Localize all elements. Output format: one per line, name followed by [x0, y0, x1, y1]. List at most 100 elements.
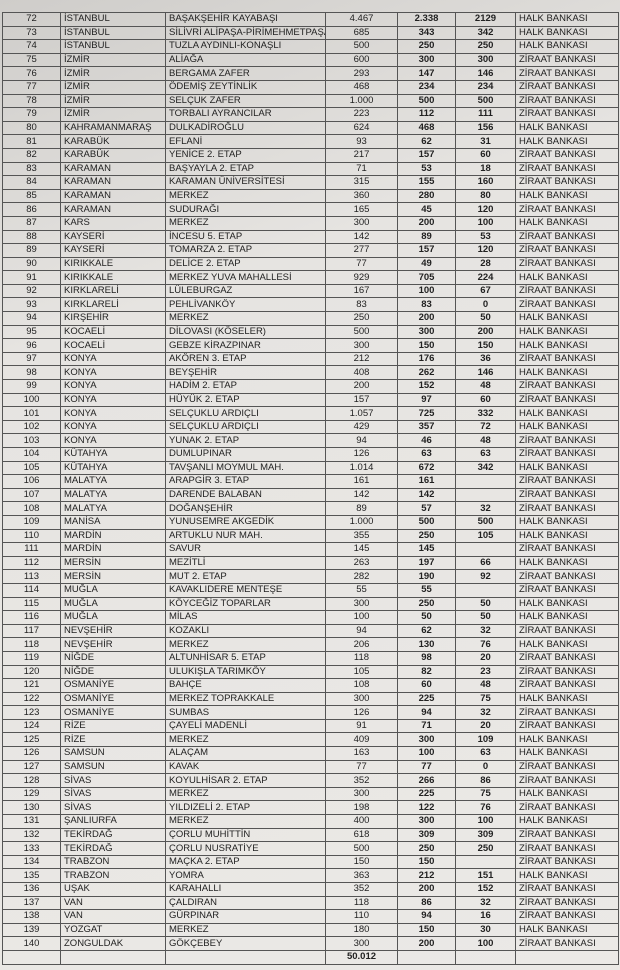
units-a: 725 — [397, 406, 456, 421]
units-b: 100 — [455, 814, 516, 829]
total-units: 500 — [325, 39, 398, 54]
province: KIRKLARELİ — [60, 283, 166, 299]
province: MUĞLA — [60, 582, 166, 598]
units-b: 234 — [455, 79, 516, 95]
units-b: 160 — [455, 175, 516, 190]
bank: ZİRAAT BANKASI — [515, 379, 619, 394]
row-number: 116 — [2, 610, 61, 625]
table-row: 108 MALATYA DOĞANŞEHİR 89 57 32 ZİRAAT BANKASI — [2, 501, 619, 516]
row-number: 102 — [2, 419, 61, 435]
row-number: 91 — [2, 270, 61, 285]
row-number: 78 — [2, 93, 61, 109]
row-number: 106 — [2, 474, 61, 489]
table-row: 112 MERSİN MEZİTLİ 263 197 66 HALK BANKASI — [2, 555, 619, 571]
total-units: 108 — [325, 678, 398, 693]
units-b: 72 — [455, 419, 516, 435]
total-units: 150 — [325, 854, 398, 870]
row-number: 113 — [2, 569, 61, 584]
bank: ZİRAAT BANKASI — [515, 854, 619, 870]
project-name: SAVUR — [165, 542, 326, 557]
units-a: 157 — [397, 243, 456, 258]
units-a: 250 — [397, 39, 456, 54]
units-a: 197 — [397, 555, 456, 571]
units-a: 63 — [397, 447, 456, 462]
row-number: 111 — [2, 542, 61, 557]
units-a: 55 — [397, 582, 456, 598]
table-row: 74 İSTANBUL TUZLA AYDINLI-KONAŞLI 500 250 250… — [2, 39, 619, 54]
province: MANİSA — [60, 514, 166, 530]
row-number: 130 — [2, 800, 61, 816]
bank: HALK BANKASI — [515, 528, 619, 544]
table-row: 104 KÜTAHYA DUMLUPINAR 126 63 63 ZİRAAT BANKAS… — [2, 447, 619, 462]
total-units: 500 — [325, 324, 398, 340]
empty-cell — [515, 949, 619, 965]
bank: ZİRAAT BANKASI — [515, 569, 619, 584]
units-a: 200 — [397, 882, 456, 897]
province: NEVŞEHİR — [60, 623, 166, 639]
units-b: 250 — [455, 39, 516, 54]
province: RİZE — [60, 718, 166, 734]
bank: ZİRAAT BANKASI — [515, 827, 619, 843]
bank: ZİRAAT BANKASI — [515, 841, 619, 856]
units-a: 225 — [397, 691, 456, 707]
province: MARDİN — [60, 528, 166, 544]
project-name: SUMBAS — [165, 705, 326, 720]
total-units: 363 — [325, 868, 398, 883]
total-units: 100 — [325, 610, 398, 625]
units-b: 200 — [455, 324, 516, 340]
units-a: 2.338 — [397, 12, 456, 27]
units-a: 62 — [397, 623, 456, 639]
units-a: 57 — [397, 501, 456, 516]
bank: HALK BANKASI — [515, 311, 619, 326]
units-b: 16 — [455, 909, 516, 924]
units-b: 31 — [455, 134, 516, 149]
row-number: 115 — [2, 596, 61, 612]
province: NEVŞEHİR — [60, 637, 166, 652]
bank: HALK BANKASI — [515, 338, 619, 353]
row-number: 74 — [2, 39, 61, 54]
total-units: 105 — [325, 664, 398, 680]
province: KÜTAHYA — [60, 460, 166, 476]
province: İSTANBUL — [60, 39, 166, 54]
table-row: 118 NEVŞEHİR MERKEZ 206 130 76 HALK BANKASI — [2, 637, 619, 652]
table-row: 80 KAHRAMANMARAŞ DULKADİROĞLU 624 468 156 HALK… — [2, 120, 619, 136]
row-number: 137 — [2, 895, 61, 911]
total-units: 618 — [325, 827, 398, 843]
province: KONYA — [60, 351, 166, 367]
bank: HALK BANKASI — [515, 406, 619, 421]
units-a: 212 — [397, 868, 456, 883]
row-number: 92 — [2, 283, 61, 299]
total-units: 110 — [325, 909, 398, 924]
units-b: 48 — [455, 433, 516, 448]
table-row: 88 KAYSERİ İNCESU 5. ETAP 142 89 53 ZİRAAT BAN… — [2, 229, 619, 245]
units-b: 224 — [455, 270, 516, 285]
table-row: 109 MANİSA YUNUSEMRE AKGEDİK 1.000 500 500 HAL… — [2, 514, 619, 530]
table-row: 120 NİĞDE ULUKIŞLA TARIMKÖY 105 82 23 ZİRAAT B… — [2, 664, 619, 680]
units-a: 98 — [397, 650, 456, 666]
bank: HALK BANKASI — [515, 596, 619, 612]
project-name: ÇALDIRAN — [165, 895, 326, 911]
total-units: 600 — [325, 52, 398, 68]
units-b: 30 — [455, 922, 516, 938]
bank: HALK BANKASI — [515, 514, 619, 530]
bank: HALK BANKASI — [515, 270, 619, 285]
units-b: 109 — [455, 732, 516, 748]
row-number: 122 — [2, 691, 61, 707]
project-name: DARENDE BALABAN — [165, 487, 326, 503]
row-number: 138 — [2, 909, 61, 924]
bank: ZİRAAT BANKASI — [515, 243, 619, 258]
project-name: ÇORLU MUHİTTİN — [165, 827, 326, 843]
total-units: 217 — [325, 147, 398, 163]
units-b: 36 — [455, 351, 516, 367]
units-b: 2129 — [455, 12, 516, 27]
units-a: 250 — [397, 528, 456, 544]
province: MUĞLA — [60, 610, 166, 625]
total-units: 167 — [325, 283, 398, 299]
bank: HALK BANKASI — [515, 732, 619, 748]
total-units: 118 — [325, 895, 398, 911]
units-a: 112 — [397, 107, 456, 122]
row-number: 77 — [2, 79, 61, 95]
total-units: 94 — [325, 433, 398, 448]
bank: ZİRAAT BANKASI — [515, 283, 619, 299]
row-number: 84 — [2, 175, 61, 190]
